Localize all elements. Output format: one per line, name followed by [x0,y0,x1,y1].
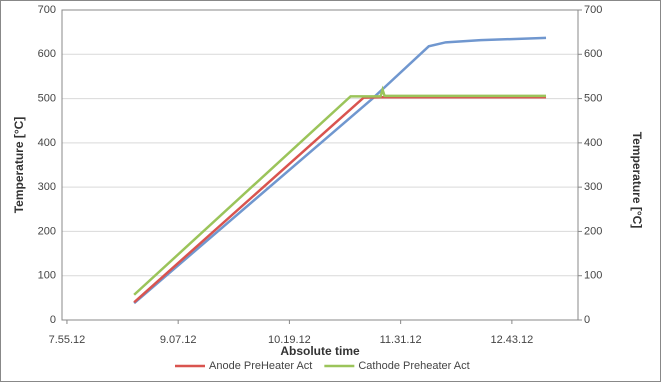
x-axis-title: Absolute time [280,344,360,358]
y-tick-label: 500 [38,92,56,104]
y2-tick-label: 700 [584,4,602,16]
y2-tick-label: 100 [584,270,602,282]
y-tick-label: 300 [38,181,56,193]
plot-frame [61,9,579,321]
x-tick-label: 11.31.12 [380,334,422,346]
y2-tick-label: 500 [584,92,602,104]
y-tick-label: 0 [50,314,56,326]
y2-tick-label: 300 [584,181,602,193]
y2-tick-label: 0 [584,314,590,326]
y-tick-label: 600 [38,48,56,60]
legend-label: Anode PreHeater Act [209,360,312,372]
y2-tick-label: 200 [584,225,602,237]
y-tick-label: 400 [38,137,56,149]
legend-label: Cathode Preheater Act [358,360,469,372]
series-line [133,36,547,305]
y2-tick-label: 600 [584,48,602,60]
x-tick-label: 12.43.12 [490,334,533,346]
y-tick-label: 200 [38,225,56,237]
x-tick-label: 10.19.12 [268,334,311,346]
y-axis-title: Temperature [°C] [12,117,26,214]
x-tick-label: 7.55.12 [49,334,86,346]
y-tick-label: 100 [38,270,56,282]
x-tick-label: 9.07.12 [160,334,197,346]
y2-axis-title: Temperature [°C] [630,132,644,229]
y-tick-label: 700 [38,4,56,16]
y2-tick-label: 400 [584,137,602,149]
series-line [133,85,547,296]
